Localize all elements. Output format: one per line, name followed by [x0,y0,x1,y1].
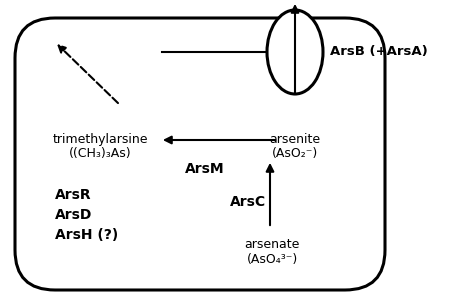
Text: ArsD: ArsD [55,208,92,222]
Text: ArsC: ArsC [230,195,266,209]
FancyBboxPatch shape [15,18,385,290]
Text: arsenate: arsenate [244,238,300,251]
Ellipse shape [267,10,323,94]
Text: arsenite: arsenite [270,133,320,146]
Text: trimethylarsine: trimethylarsine [52,133,148,146]
Text: (AsO₄³⁻): (AsO₄³⁻) [247,253,297,266]
Text: (AsO₂⁻): (AsO₂⁻) [272,147,318,160]
Text: ArsH (?): ArsH (?) [55,228,118,242]
Text: ArsM: ArsM [185,162,225,176]
Text: ((CH₃)₃As): ((CH₃)₃As) [69,147,131,160]
Text: ArsB (+ArsA): ArsB (+ArsA) [330,45,428,59]
Text: ArsR: ArsR [55,188,92,202]
